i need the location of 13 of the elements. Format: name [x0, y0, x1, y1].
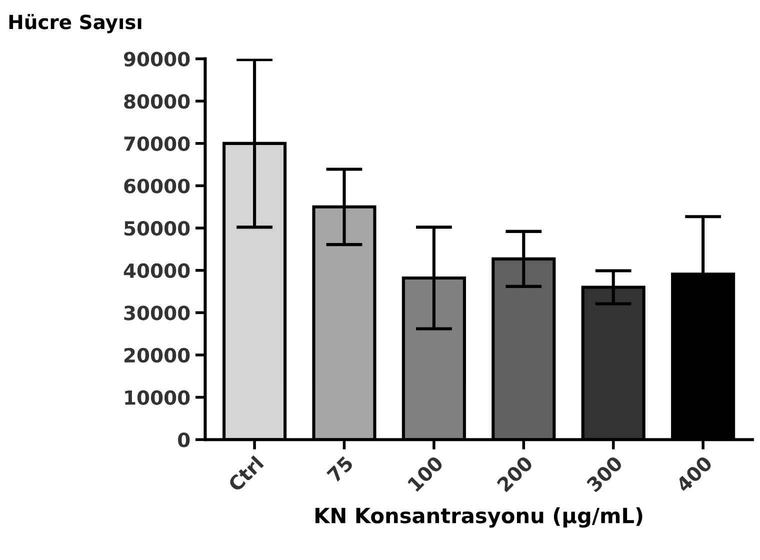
y-tick-label: 60000 [124, 178, 190, 194]
y-tick-label: 70000 [124, 136, 190, 152]
y-tick-label: 90000 [124, 52, 190, 66]
y-tick-label: 80000 [124, 94, 190, 109]
y-tick-label: 50000 [124, 221, 190, 236]
y-tick-label: 30000 [124, 306, 190, 320]
y-tick-label: 10000 [125, 390, 190, 405]
x-tick-label: 75 [326, 456, 354, 484]
x-axis-title: KN Konsantrasyonu (µg/mL) [316, 507, 642, 528]
y-tick-label: 40000 [124, 263, 190, 278]
y-tick-label: 20000 [124, 348, 190, 363]
y-tick-label: 0 [178, 432, 190, 448]
y-axis-title: Hücre Sayısı [9, 14, 142, 34]
